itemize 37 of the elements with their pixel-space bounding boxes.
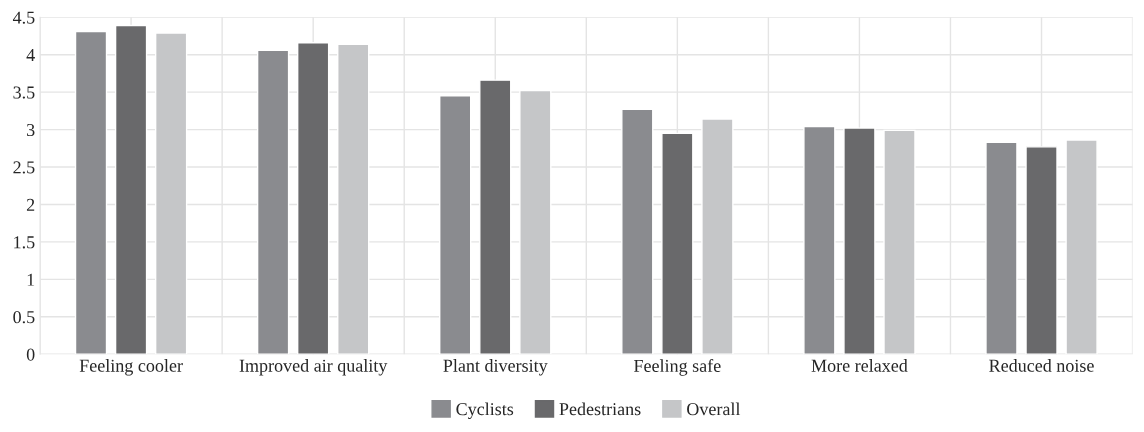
y-tick-label: 2.5	[13, 161, 35, 174]
legend-label: Cyclists	[456, 402, 514, 419]
bar	[479, 79, 512, 355]
bar	[985, 141, 1018, 355]
x-tick-label: Feeling cooler	[79, 359, 183, 376]
y-tick-label: 1.5	[14, 236, 35, 249]
y-tick-label: 4.5	[12, 11, 35, 24]
y-tick-label: 3.5	[13, 86, 35, 99]
x-tick-label: More relaxed	[811, 359, 908, 372]
bar	[337, 43, 370, 355]
bar	[154, 32, 188, 355]
bar	[439, 95, 472, 355]
legend-label: Overall	[687, 402, 741, 416]
bar	[621, 108, 654, 355]
y-tick-label: 2	[26, 198, 35, 211]
bar	[661, 132, 694, 355]
bar	[74, 30, 108, 355]
x-tick-label: Improved air quality	[239, 359, 388, 376]
bar	[114, 24, 148, 355]
bar	[701, 118, 734, 355]
bar	[256, 49, 290, 355]
bar	[1025, 146, 1058, 355]
bar	[519, 89, 552, 355]
y-tick-label: 3	[27, 123, 35, 137]
bar	[843, 127, 876, 355]
y-tick-label: 1	[27, 273, 35, 286]
x-tick-label: Plant diversity	[443, 359, 548, 376]
y-tick-label: 0.5	[13, 311, 35, 324]
y-tick-label: 4	[26, 49, 35, 61]
bar	[296, 42, 330, 355]
legend-label: Pedestrians	[559, 402, 641, 416]
x-tick-label: Reduced noise	[989, 359, 1094, 372]
bar	[803, 125, 836, 355]
x-tick-label: Feeling safe	[633, 359, 721, 376]
y-tick-label: 0	[26, 348, 35, 361]
bar	[883, 129, 916, 355]
bar	[1065, 139, 1098, 355]
